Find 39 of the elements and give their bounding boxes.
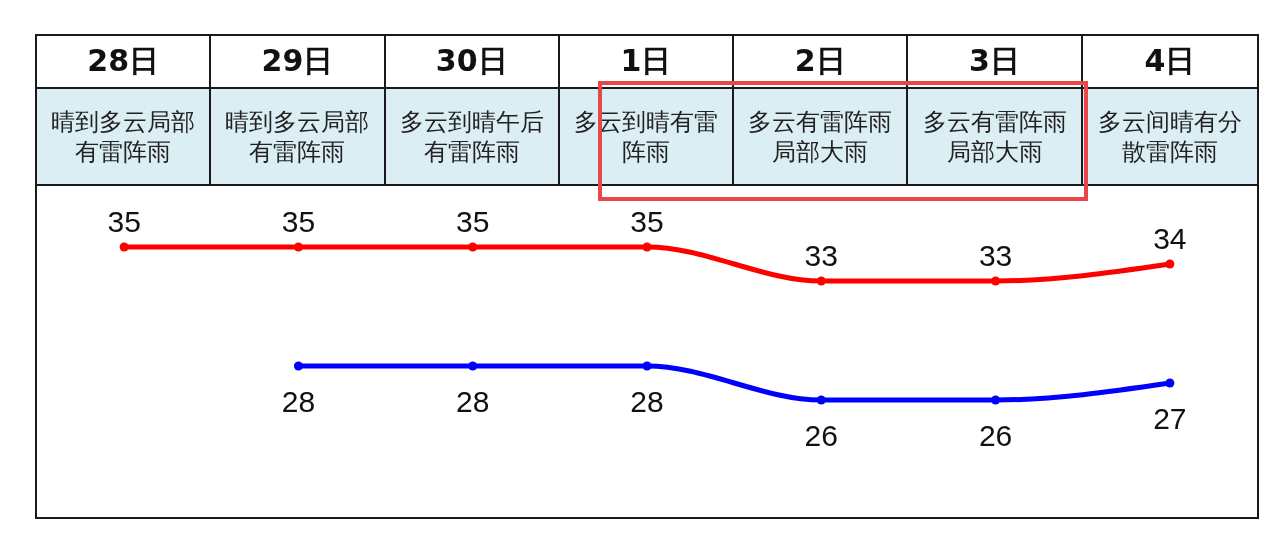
text: 多云间晴有分散雷阵雨 [1096, 106, 1243, 167]
data-label: 28 [281, 385, 316, 418]
point [816, 276, 826, 286]
point [468, 361, 478, 371]
x-tick-label: 28日 [87, 42, 160, 80]
point [1165, 378, 1175, 388]
text: 多云到晴午后有雷阵雨 [398, 106, 545, 167]
x-tick-label: 30日 [435, 42, 508, 80]
data-label: 33 [978, 239, 1013, 272]
point [991, 395, 1001, 405]
point [642, 361, 652, 371]
data-label: 26 [804, 419, 838, 452]
point [816, 395, 826, 405]
x-tick-label: 2日 [794, 42, 846, 80]
data-label: 35 [456, 205, 490, 238]
point [642, 242, 652, 252]
data-label: 26 [978, 419, 1013, 452]
x-tick-label: 3日 [969, 42, 1020, 80]
x-tick-label: 29日 [261, 42, 334, 80]
data-label: 28 [630, 385, 664, 418]
data-label: 27 [1153, 402, 1187, 435]
data-label: 35 [630, 205, 664, 238]
text: 多云有雷阵雨局部大雨 [747, 106, 894, 167]
text: 多云有雷阵雨局部大雨 [921, 106, 1068, 167]
data-label: 28 [456, 385, 490, 418]
data-label: 35 [281, 205, 316, 238]
point [991, 276, 1001, 286]
point [119, 242, 129, 252]
point [293, 361, 303, 371]
text: 晴到多云局部有雷阵雨 [50, 106, 197, 167]
data-label: 35 [107, 205, 141, 238]
point [1165, 259, 1175, 269]
data-label: 33 [804, 239, 838, 272]
x-tick-label: 1日 [620, 42, 672, 80]
x-tick-label: 4日 [1144, 42, 1196, 80]
point [293, 242, 303, 252]
data-label: 34 [1153, 222, 1187, 255]
text: 晴到多云局部有雷阵雨 [224, 106, 371, 167]
point [468, 242, 478, 252]
